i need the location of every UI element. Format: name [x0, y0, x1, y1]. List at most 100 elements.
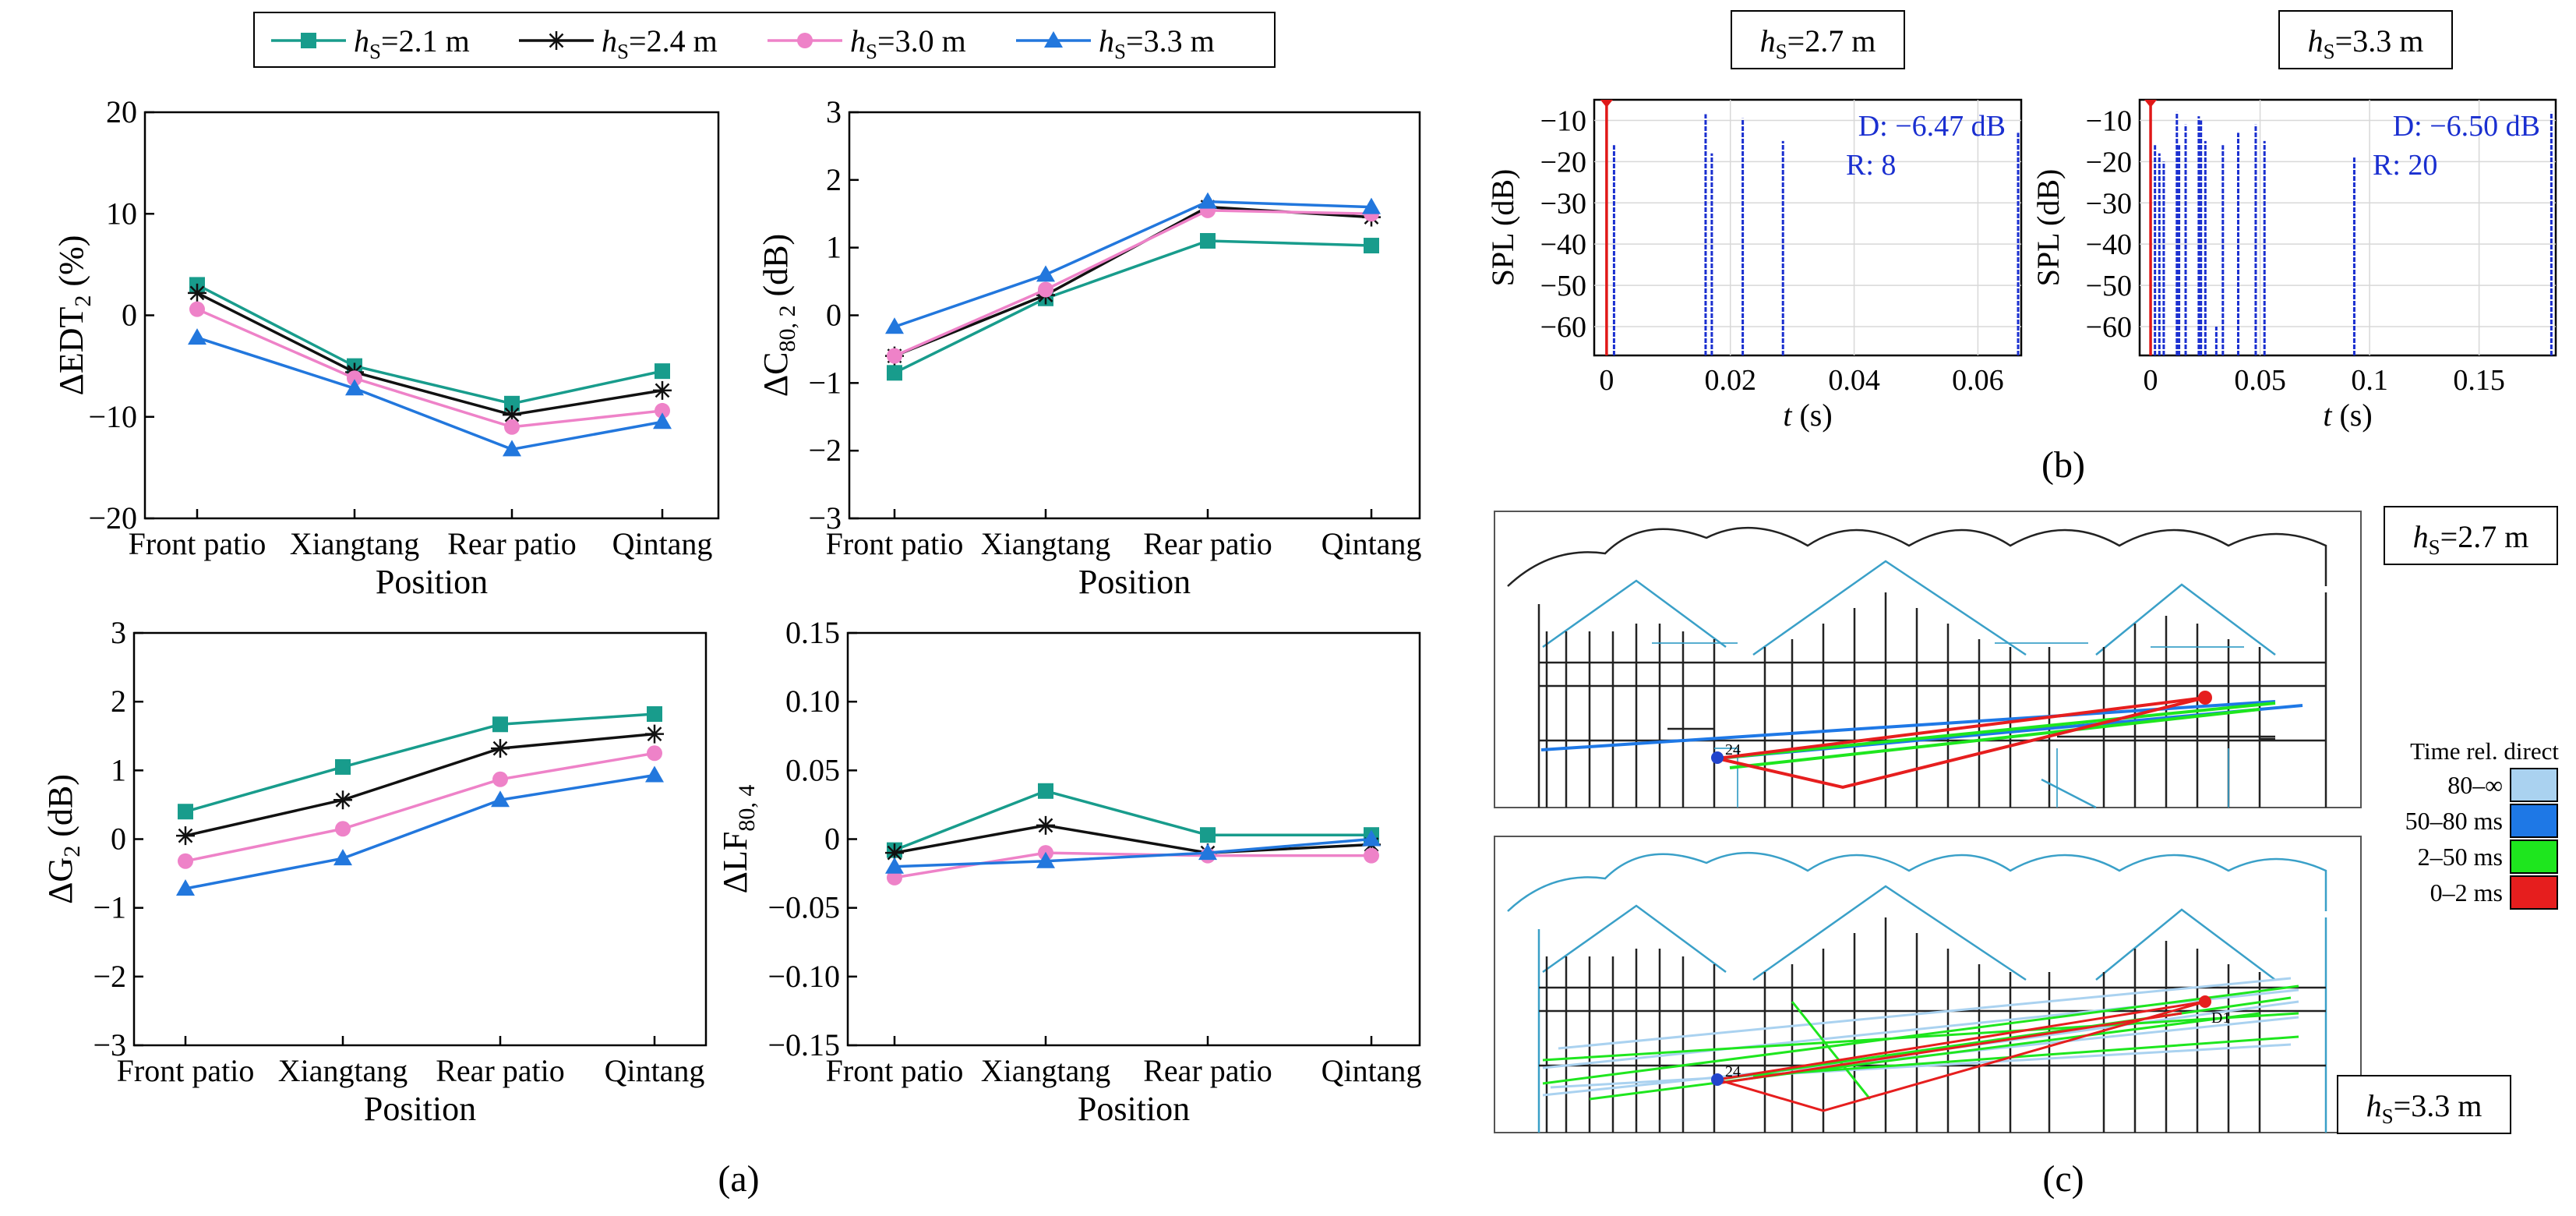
spl2-chart: −10 −20 −30 −40 −50 −60 0 0.05 0.1 0.15 D: −6.50 d… [2031, 98, 2557, 433]
building-section-bottom [1507, 851, 2327, 1133]
x-axis-label: Position [364, 1090, 476, 1128]
x-tick-label: Qintang [612, 526, 713, 561]
y-tick-label: 3 [111, 615, 126, 650]
y-tick-label: 3 [826, 94, 842, 129]
y-tick-label: −20 [2086, 146, 2132, 179]
direct-marker [1600, 100, 1613, 108]
source-bottom [2199, 995, 2211, 1008]
series-line [894, 200, 1372, 328]
y-tick-label: −40 [2086, 228, 2132, 261]
data-point [188, 283, 206, 302]
legend-label: hS=2.1 m [354, 23, 470, 63]
data-point [333, 849, 352, 866]
data-point [647, 745, 662, 762]
plot-frame [143, 111, 720, 520]
y-tick-label: −0.10 [768, 959, 840, 994]
y-axis-label: SPL (dB) [1485, 169, 1520, 287]
y-tick-label: 1 [111, 752, 126, 787]
time-legend-swatch [2510, 768, 2558, 802]
spl2-title: hS=3.3 m [2308, 23, 2424, 63]
time-legend-entry: 0–2 ms [2430, 875, 2558, 910]
x-tick-label: Rear patio [1143, 1053, 1272, 1088]
y-tick-label: −10 [1540, 104, 1586, 137]
legend-label: hS=2.4 m [602, 23, 718, 63]
y-tick-label: −20 [1540, 146, 1586, 179]
y-tick-label: 0.15 [785, 615, 840, 650]
series-line [894, 239, 1372, 374]
plot-frame [2138, 98, 2557, 357]
source-top [2198, 691, 2212, 705]
legend-marker [301, 33, 316, 48]
y-tick-label: −60 [1540, 311, 1586, 344]
legend-box [253, 12, 1276, 68]
data-point [189, 301, 205, 317]
y-tick-label: 0 [111, 822, 126, 857]
data-point [491, 790, 510, 808]
x-axis-label: Position [1078, 1090, 1190, 1128]
data-point [1362, 829, 1381, 847]
data-point [655, 402, 670, 419]
y-tick-label: −50 [2086, 270, 2132, 302]
legend-marker [547, 31, 566, 50]
y-tick-label: −10 [88, 399, 137, 434]
x-tick-label: 0 [1599, 364, 1614, 397]
time-legend-label: 2–50 ms [2418, 843, 2503, 871]
data-point [887, 365, 902, 381]
annotation-direct: D: −6.47 dB [1858, 110, 2006, 143]
x-tick-label: Rear patio [447, 526, 577, 561]
legend-entry: hS=2.1 m [271, 23, 470, 63]
source-bottom-label: D1 [2211, 1009, 2230, 1027]
building-section-top [1507, 526, 2327, 809]
y-tick-label: 0 [824, 822, 840, 857]
y-tick-label: 0 [826, 298, 842, 333]
x-tick-label: Rear patio [436, 1053, 565, 1088]
x-tick-label: Xiangtang [290, 526, 420, 561]
data-point [335, 758, 351, 775]
series-line [196, 292, 663, 416]
x-tick-label: Qintang [1322, 1053, 1422, 1088]
data-point [335, 821, 351, 837]
x-tick-label: Xiangtang [278, 1053, 408, 1088]
y-axis-label: SPL (dB) [2031, 169, 2066, 287]
x-tick-label: Front patio [826, 1053, 964, 1088]
data-point [1362, 197, 1381, 214]
data-point [1198, 843, 1217, 861]
time-legend-label: 0–2 ms [2430, 878, 2503, 907]
y-tick-label: −3 [93, 1027, 126, 1062]
x-tick-label: 0.05 [2234, 364, 2286, 397]
data-point [178, 804, 193, 820]
y-tick-label: −20 [88, 500, 137, 536]
raytrace-top: 24 [1494, 511, 2362, 809]
x-tick-label: 0.04 [1828, 364, 1880, 397]
y-tick-label: −10 [2086, 104, 2132, 137]
x-axis-label: Position [376, 563, 488, 601]
caption-c: (c) [2042, 1158, 2084, 1200]
data-point [1038, 281, 1053, 298]
series-line [185, 712, 655, 813]
data-point [887, 869, 902, 885]
y-tick-label: 2 [826, 162, 842, 197]
raytrace-top-label: hS=2.7 m [2413, 519, 2529, 559]
data-point [1036, 265, 1055, 282]
x-tick-label: 0.02 [1704, 364, 1756, 397]
data-point [503, 440, 521, 457]
data-point [504, 419, 520, 435]
time-legend-label: 80–∞ [2447, 771, 2503, 799]
y-tick-label: 0 [122, 298, 137, 333]
time-legend-swatch [2510, 804, 2558, 838]
data-point [885, 317, 904, 334]
y-tick-label: −3 [808, 500, 842, 536]
receiver-bottom-label: 24 [1725, 1063, 1741, 1080]
time-legend: Time rel. direct 80–∞ 50–80 ms 2–50 ms 0–2 … [2405, 737, 2559, 910]
data-point [176, 878, 195, 896]
x-tick-label: Rear patio [1143, 526, 1272, 561]
data-point [1036, 815, 1055, 835]
data-point [1036, 851, 1055, 868]
series-line [185, 751, 655, 863]
data-point [345, 379, 364, 396]
y-tick-label: 0.10 [785, 684, 840, 719]
time-legend-title: Time rel. direct [2410, 737, 2559, 765]
time-legend-entry: 80–∞ [2447, 768, 2558, 802]
legend-entry: hS=2.4 m [519, 23, 718, 63]
data-point [176, 826, 195, 846]
